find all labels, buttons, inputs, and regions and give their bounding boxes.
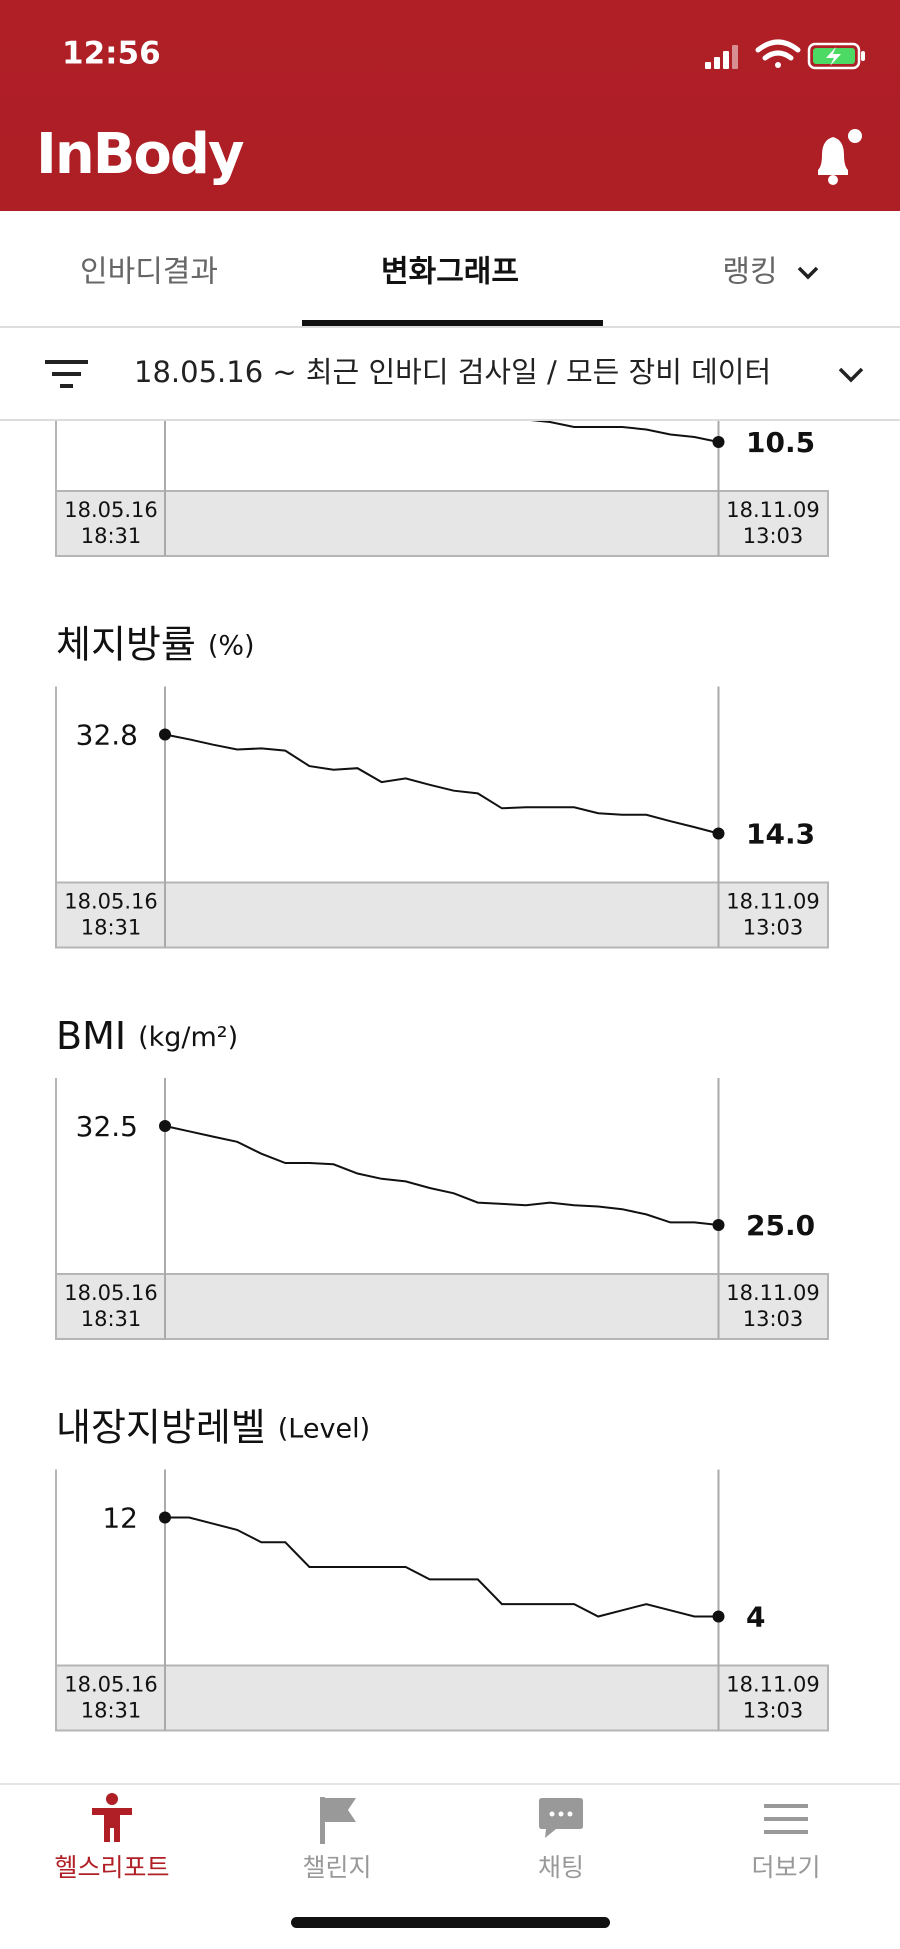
end-date: 18.11.09 [726,498,820,522]
notification-bell[interactable] [818,129,862,185]
end-time: 13:03 [743,1699,804,1723]
chart-unit: (%) [208,630,255,661]
data-point [159,728,171,741]
start-value-label: 32.5 [76,1110,138,1143]
chart-title: 체지방률 (%) [56,622,255,666]
chart-title-text: 체지방률 [56,622,196,666]
home-indicator [291,1917,610,1928]
data-point [712,1219,725,1231]
trend-line [477,420,719,443]
end-date: 18.11.09 [726,1281,820,1305]
app-header [0,0,900,211]
trend-line [164,1125,719,1226]
tab-chevron [797,266,819,280]
start-time: 18:31 [81,1307,142,1331]
start-time: 18:31 [81,524,142,548]
signal-icon [705,45,738,69]
filter-icon [45,360,88,388]
date-row [55,1273,829,1340]
start-date: 18.05.16 [64,1673,158,1697]
start-date: 18.05.16 [64,1281,158,1305]
nav-label-active[interactable]: 헬스리포트 [54,1853,169,1882]
start-date: 18.05.16 [64,890,158,914]
nav-label[interactable]: 더보기 [751,1853,820,1882]
tab-underline [302,320,603,326]
chart-title-text: 내장지방레벨 [56,1405,266,1449]
chart-title: BMI (kg/m²) [56,1014,238,1058]
data-point [712,436,725,448]
end-time: 13:03 [743,1307,804,1331]
battery-icon [807,42,865,70]
nav-label[interactable]: 챌린지 [302,1853,371,1882]
end-value-label: 25.0 [746,1209,815,1242]
end-date: 18.11.09 [726,890,820,914]
chart-title-text: BMI [56,1014,126,1058]
end-time: 13:03 [743,916,804,940]
start-time: 18:31 [81,1699,142,1723]
end-time: 13:03 [743,524,804,548]
tab[interactable]: 랭킹 [722,255,777,290]
data-point [712,827,725,840]
filter-chevron [838,367,864,383]
nav-icon-chat [539,1798,583,1838]
data-point [159,1511,171,1524]
trend-line [164,733,719,835]
chart-unit: (kg/m²) [138,1022,238,1053]
trend-line [165,1516,719,1618]
date-row [55,1664,829,1732]
chart-unit: (Level) [278,1413,370,1444]
date-row [55,881,829,949]
start-date: 18.05.16 [64,498,158,522]
app-logo: InBody [36,122,244,187]
filter-text: 18.05.16 ~ 최근 인바디 검사일 / 모든 장비 데이터 [134,355,771,389]
status-time: 12:56 [62,36,161,72]
end-value-label: 10.5 [746,426,815,459]
end-value-label: 14.3 [746,818,815,851]
tab-bar [0,211,900,326]
date-row [55,490,829,557]
tab-active[interactable]: 변화그래프 [381,255,519,290]
filter-bar[interactable] [0,328,900,420]
nav-icon-more [764,1804,808,1834]
tab[interactable]: 인바디결과 [80,255,218,290]
start-value-label: 12 [102,1502,138,1535]
wifi-icon [755,39,801,68]
start-value-label: 32.8 [76,719,138,752]
nav-label[interactable]: 채팅 [538,1853,584,1882]
nav-icon-health [92,1793,132,1842]
data-point [712,1610,725,1623]
end-date: 18.11.09 [726,1673,820,1697]
nav-icon-challenge [320,1797,356,1844]
data-point [159,1120,171,1132]
end-value-label: 4 [746,1601,765,1634]
chart-title: 내장지방레벨 (Level) [56,1405,370,1449]
start-time: 18:31 [81,916,142,940]
